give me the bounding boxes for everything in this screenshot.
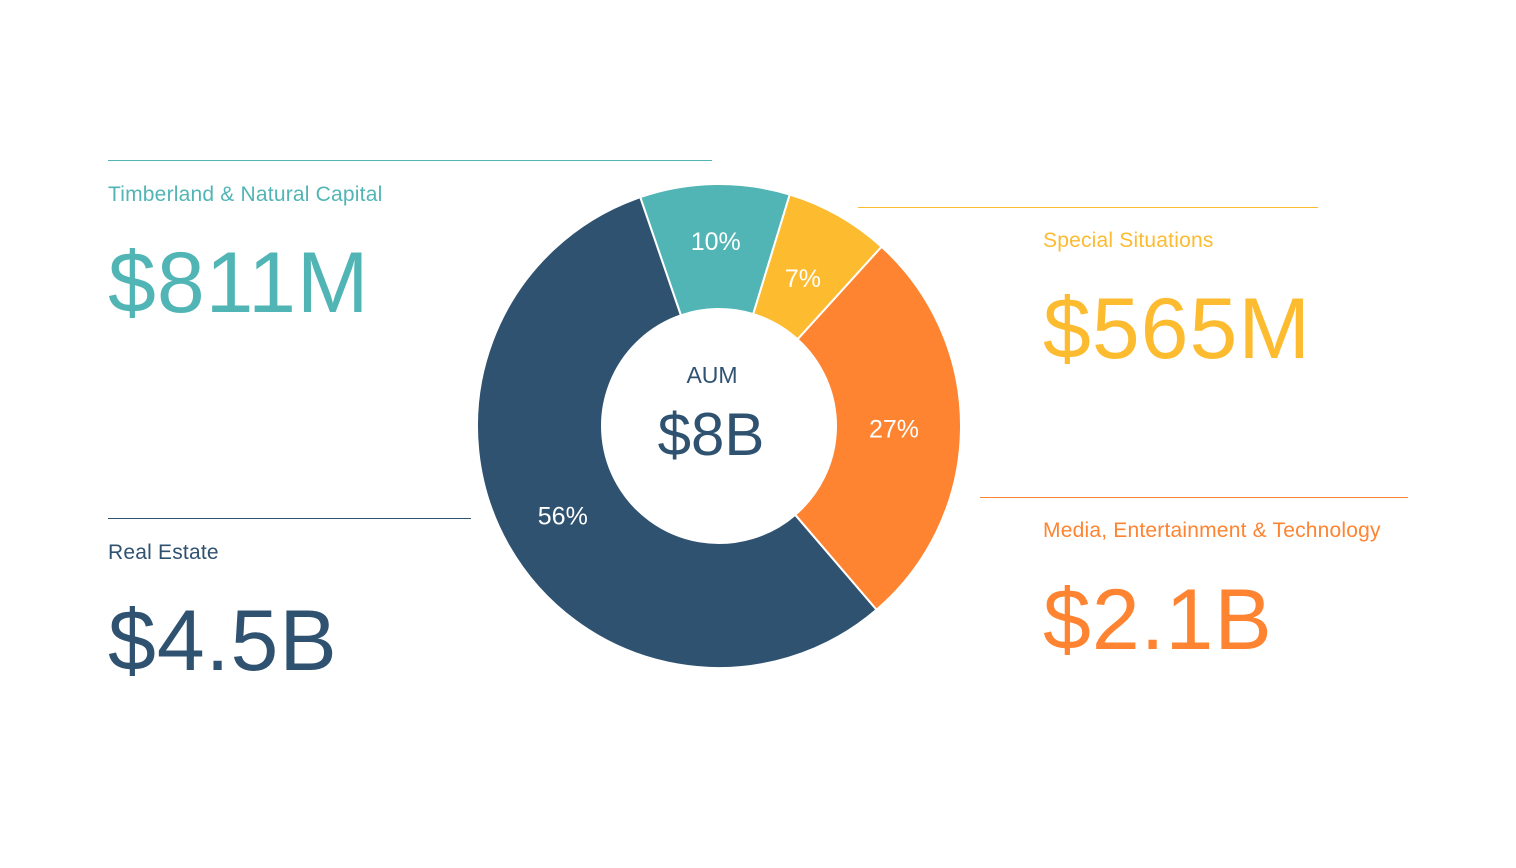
special-value: $565M: [1043, 281, 1311, 377]
donut-slices: [476, 183, 962, 669]
timberland-divider: [108, 160, 712, 161]
donut-percent-label-3: 27%: [869, 415, 919, 443]
donut-percent-labels: 10% 7% 27% 56%: [538, 228, 919, 530]
realestate-divider: [108, 518, 471, 519]
media-label: Media, Entertainment & Technology: [1043, 519, 1381, 542]
special-divider: [858, 207, 1318, 208]
center-value: $8B: [658, 401, 765, 468]
timberland-label: Timberland & Natural Capital: [108, 183, 383, 206]
media-divider: [980, 497, 1408, 498]
special-label: Special Situations: [1043, 229, 1214, 252]
donut-percent-label-1: 10%: [691, 228, 741, 256]
timberland-value: $811M: [108, 235, 370, 331]
media-value: $2.1B: [1043, 572, 1273, 668]
center-label: AUM: [686, 362, 737, 388]
donut-slice-3: [793, 245, 962, 612]
donut-slice-4: [476, 195, 878, 669]
donut-percent-label-2: 7%: [785, 265, 821, 293]
realestate-value: $4.5B: [108, 593, 338, 689]
realestate-label: Real Estate: [108, 541, 219, 564]
donut-percent-label-4: 56%: [538, 502, 588, 530]
